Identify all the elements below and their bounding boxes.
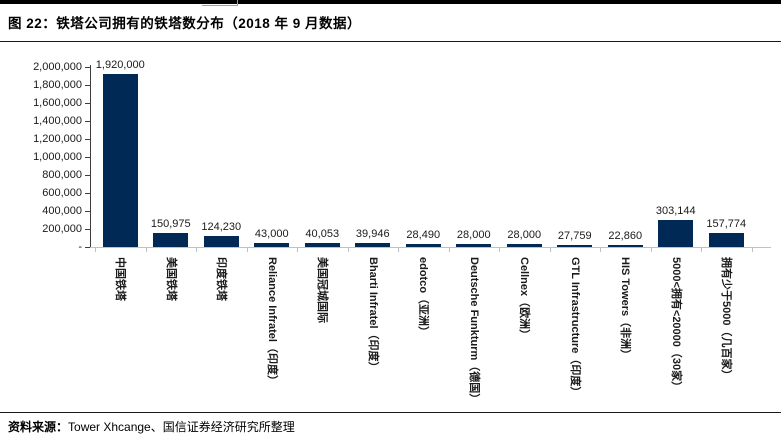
y-axis-tick-label: 400,000 [42, 204, 82, 217]
x-axis-label-text: Cellnex（欧洲） [518, 257, 531, 341]
y-axis-tick-label: 1,400,000 [33, 114, 82, 127]
x-axis-label-text: 美国冠城国际 [316, 257, 329, 323]
bar [355, 243, 391, 247]
x-axis-tick [95, 248, 96, 252]
bar [254, 243, 290, 247]
x-axis-tick [600, 248, 601, 252]
x-axis-tick [297, 248, 298, 252]
x-axis-tick [499, 248, 500, 252]
x-axis-label-text: 美国铁塔 [164, 257, 177, 301]
x-axis-label-text: Bharti Infratel（印度） [366, 257, 379, 373]
bar-value-label: 43,000 [254, 228, 289, 241]
top-rule [0, 0, 781, 4]
y-axis-line [90, 65, 91, 248]
screenshot-artifact [202, 0, 238, 6]
x-axis-label-text: 5000<拥有<20000（30家） [669, 257, 682, 393]
y-axis-tick [85, 85, 90, 86]
x-axis-line [90, 247, 771, 248]
y-axis-tick-label: 1,800,000 [33, 78, 82, 91]
bar [506, 244, 542, 247]
bar-value-label: 40,053 [305, 228, 340, 241]
bar-value-label: 28,490 [406, 229, 441, 242]
x-axis-label-text: Reliance Infratel（印度） [265, 257, 278, 386]
y-axis-tick-label: 800,000 [42, 168, 82, 181]
x-axis-tick [246, 248, 248, 252]
y-axis-tick-label: 1,200,000 [33, 132, 82, 145]
x-axis-label-text: 中国铁塔 [114, 257, 127, 301]
y-axis-tick [85, 175, 90, 176]
x-axis-tick [145, 248, 147, 252]
bar [203, 235, 239, 247]
source-label: 资料来源： [8, 420, 69, 434]
y-axis-tick-label: 600,000 [42, 186, 82, 199]
x-axis-label-text: HIS Towers（非洲） [619, 257, 632, 361]
bar [658, 219, 694, 247]
bar-value-label: 150,975 [150, 218, 191, 231]
y-axis-tick-label: - [78, 240, 82, 253]
source-note: 资料来源：Tower Xhcange、国信证券经济研究所整理 [8, 418, 295, 435]
x-axis-label-text: GTL Infrastructure（印度） [568, 257, 581, 398]
y-axis-tick [85, 229, 90, 230]
x-axis-tick [398, 248, 399, 252]
bar [405, 244, 441, 247]
bar-value-label: 27,759 [557, 229, 592, 242]
bar [708, 232, 744, 247]
y-axis-tick-label: 2,000,000 [33, 60, 82, 73]
x-axis-tick [196, 248, 197, 252]
y-axis-tick-label: 200,000 [42, 222, 82, 235]
x-axis-tick [701, 248, 702, 252]
y-axis-tick-label: 1,000,000 [33, 150, 82, 163]
bar-value-label: 28,000 [507, 229, 542, 242]
bar [607, 244, 643, 247]
x-axis-label-text: Deutsche Funkturm（德国） [467, 257, 480, 405]
x-axis-label-text: edotco（亚洲） [417, 257, 430, 338]
bar-value-label: 124,230 [201, 220, 242, 233]
x-axis-tick [751, 248, 753, 252]
bar-value-label: 39,946 [355, 228, 390, 241]
y-axis-tick [85, 121, 90, 122]
y-axis-tick [85, 211, 90, 212]
y-axis-tick-label: 1,600,000 [33, 96, 82, 109]
bar-value-label: 157,774 [706, 217, 747, 230]
x-axis-tick [650, 248, 652, 252]
x-axis-label-text: 拥有少于5000（几百家） [720, 257, 733, 381]
y-axis-tick [85, 247, 90, 248]
bar [153, 233, 189, 247]
bar [304, 243, 340, 247]
x-axis-label-text: 印度铁塔 [215, 257, 228, 301]
bar [456, 244, 492, 247]
y-axis-tick [85, 193, 90, 194]
bar-value-label: 28,000 [456, 229, 491, 242]
footer-rule [0, 412, 781, 413]
figure-title: 图 22：铁塔公司拥有的铁塔数分布（2018 年 9 月数据） [8, 16, 362, 31]
x-axis-tick [347, 248, 349, 252]
y-axis-tick [85, 157, 90, 158]
source-text: Tower Xhcange、国信证券经济研究所整理 [68, 420, 295, 434]
y-axis-tick [85, 103, 90, 104]
bar [102, 74, 138, 247]
y-axis-tick [85, 67, 90, 68]
x-axis-tick [549, 248, 551, 252]
bar-value-label: 1,920,000 [95, 59, 145, 72]
y-axis-tick [85, 139, 90, 140]
title-rule [0, 41, 781, 42]
bar-value-label: 22,860 [608, 229, 643, 242]
bar-value-label: 303,144 [655, 204, 696, 217]
bar [557, 244, 593, 247]
x-axis-tick [448, 248, 450, 252]
